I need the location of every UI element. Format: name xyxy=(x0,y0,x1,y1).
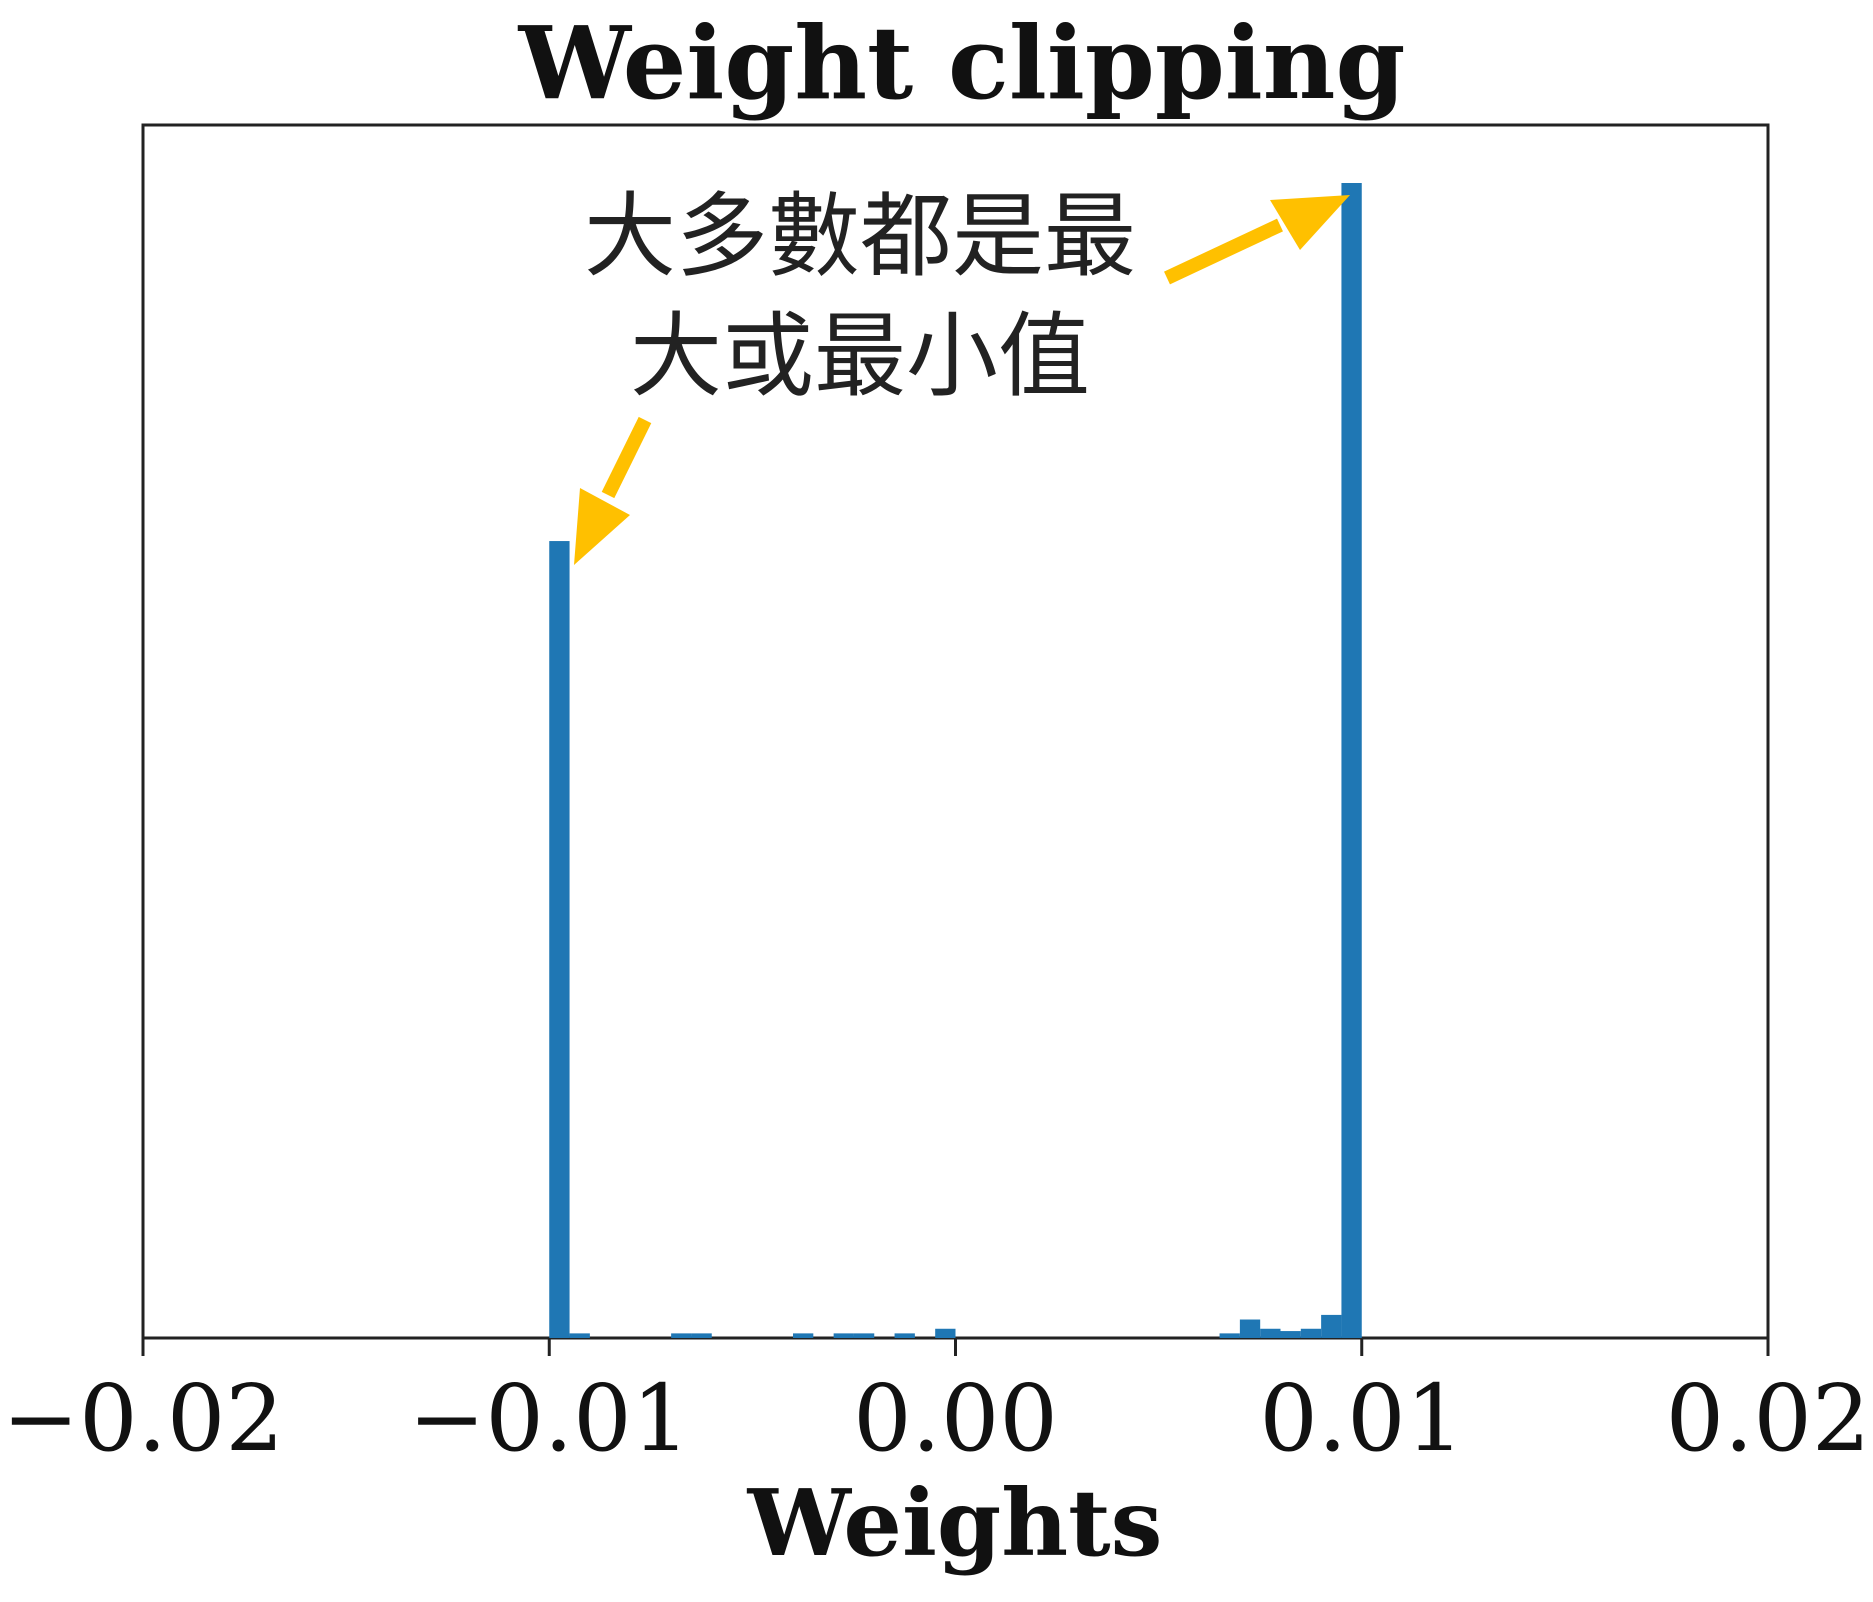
chart-title: Weight clipping xyxy=(518,4,1406,122)
histogram-bar xyxy=(894,1333,915,1338)
histogram-bar xyxy=(569,1333,590,1338)
histogram-bar xyxy=(935,1328,956,1338)
bars-group xyxy=(549,183,1362,1338)
x-axis-label: Weights xyxy=(747,1469,1163,1577)
x-axis-ticks: −0.02 −0.01 0.00 0.01 0.02 xyxy=(2,1338,1870,1472)
x-tick-label: 0.02 xyxy=(1666,1365,1871,1472)
histogram-bar xyxy=(1321,1314,1342,1338)
histogram-bar xyxy=(1300,1328,1322,1338)
histogram-bar xyxy=(691,1333,712,1338)
histogram-bar xyxy=(793,1333,814,1338)
histogram-bar xyxy=(1260,1328,1281,1338)
histogram-bar xyxy=(853,1333,875,1338)
x-tick-label: −0.02 xyxy=(2,1365,284,1472)
histogram-bar xyxy=(1239,1319,1261,1338)
histogram-bar xyxy=(1280,1331,1301,1338)
x-tick-label: 0.00 xyxy=(853,1365,1058,1472)
histogram-bar xyxy=(671,1333,692,1338)
arrow-to-min-bin xyxy=(601,416,652,499)
annotation-line-1: 大多數都是最 xyxy=(584,183,1136,290)
arrow-to-min-bin-head xyxy=(574,488,630,565)
annotation-line-2: 大或最小值 xyxy=(630,303,1090,410)
x-tick-label: 0.01 xyxy=(1259,1365,1464,1472)
histogram-bar xyxy=(549,541,570,1338)
arrow-to-max-bin-head xyxy=(1270,195,1350,250)
annotation-arrows xyxy=(574,195,1350,565)
histogram-bar xyxy=(833,1333,854,1338)
histogram-bar xyxy=(1341,183,1362,1338)
histogram-bar xyxy=(1219,1333,1240,1338)
arrow-to-max-bin xyxy=(1164,218,1283,285)
x-tick-label: −0.01 xyxy=(408,1365,690,1472)
